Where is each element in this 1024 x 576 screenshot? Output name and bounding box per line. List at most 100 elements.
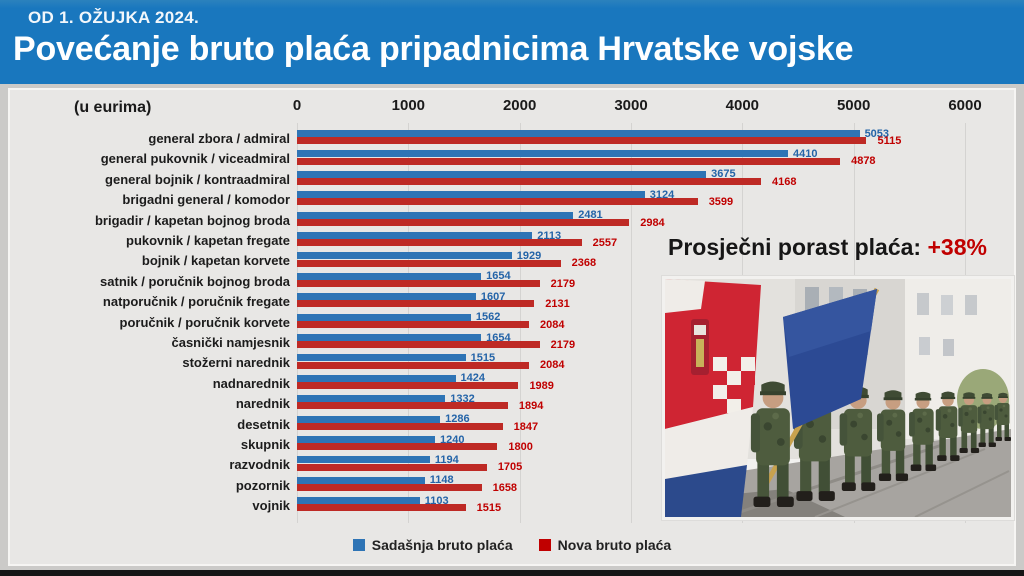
new-salary-bar: [297, 463, 487, 471]
category-label: stožerni narednik: [182, 355, 290, 371]
current-salary-value: 1148: [429, 474, 454, 487]
category-label: narednik: [235, 396, 290, 412]
current-salary-bar: [297, 497, 420, 505]
x-tick-label: 3000: [614, 97, 648, 114]
x-tick-label: 5000: [836, 97, 871, 114]
new-salary-bar: [297, 198, 698, 206]
category-label: nadnarednik: [212, 375, 290, 391]
header-date: OD 1. OŽUJKA 2024.: [28, 8, 200, 27]
legend-label-new: Nova bruto plaća: [557, 537, 672, 553]
category-label: general pukovnik / viceadmiral: [100, 151, 290, 167]
new-salary-value: 2179: [550, 277, 576, 290]
current-salary-bar: [297, 415, 441, 423]
legend-item-current: Sadašnja bruto plaća: [352, 537, 513, 553]
current-salary-value: 1194: [434, 453, 459, 466]
category-label: razvodnik: [229, 457, 290, 473]
legend: Sadašnja bruto plaća Nova bruto plaća: [8, 536, 1016, 554]
new-salary-value: 5115: [877, 135, 902, 147]
new-salary-value: 2984: [640, 216, 665, 229]
current-salary-bar: [297, 374, 456, 382]
current-salary-bar: [297, 354, 466, 362]
current-salary-value: 1103: [424, 494, 449, 507]
x-tick-label: 2000: [502, 97, 537, 114]
current-salary-value: 5053: [864, 127, 890, 140]
category-label: časnički namjesnik: [171, 335, 290, 350]
page-title: Povećanje bruto plaća pripadnicima Hrvat…: [13, 30, 854, 68]
current-salary-bar: [297, 293, 476, 301]
current-salary-bar: [297, 170, 707, 178]
current-salary-value: 2481: [578, 209, 603, 222]
category-label: brigadni general / komodor: [122, 192, 290, 208]
category-label: vojnik: [252, 498, 290, 514]
new-salary-value: 1658: [492, 481, 518, 494]
new-salary-value: 1800: [508, 441, 533, 453]
current-salary-bar: [297, 252, 512, 260]
current-salary-bar: [297, 476, 425, 484]
current-salary-bar: [297, 150, 788, 158]
new-salary-value: 4878: [851, 155, 876, 168]
new-salary-value: 1894: [518, 400, 544, 413]
category-label: pozornik: [235, 477, 290, 493]
average-increase-value: +38%: [927, 234, 987, 260]
current-salary-bar: [297, 272, 482, 280]
category-label: desetnik: [237, 416, 290, 432]
current-salary-value: 1332: [450, 392, 475, 405]
category-label: brigadir / kapetan bojnog broda: [94, 212, 290, 228]
current-salary-value: 1286: [445, 413, 470, 426]
current-salary-value: 1562: [475, 311, 501, 324]
category-label: natporučnik / poručnik fregate: [102, 294, 290, 310]
new-salary-value: 2084: [540, 318, 565, 331]
new-salary-bar: [297, 484, 482, 491]
bottom-letterbox-bar: [0, 570, 1024, 576]
new-salary-bar: [297, 300, 535, 308]
new-salary-bar: [297, 320, 530, 328]
new-salary-bar: [297, 178, 762, 185]
current-salary-bar: [297, 313, 471, 321]
category-label: poručnik / poručnik korvete: [119, 314, 291, 330]
x-tick-label: 1000: [391, 97, 426, 114]
legend-label-current: Sadašnja bruto plaća: [371, 537, 513, 553]
soldiers-photo: [662, 276, 1014, 520]
average-increase-text: Prosječni porast plaća: +38%: [668, 234, 1018, 261]
x-tick-label: 0: [292, 97, 302, 114]
new-salary-value: 1847: [513, 420, 539, 433]
category-label: general zbora / admiral: [148, 131, 290, 146]
new-salary-bar: [297, 402, 508, 410]
new-salary-bar: [297, 137, 867, 145]
current-salary-bar: [297, 130, 860, 137]
category-label: pukovnik / kapetan fregate: [126, 233, 290, 248]
category-label: satnik / poručnik bojnog broda: [100, 273, 290, 289]
current-salary-value: 1607: [480, 290, 506, 303]
new-salary-bar: [297, 382, 519, 389]
current-salary-value: 1654: [486, 331, 511, 344]
new-salary-value: 2131: [545, 298, 570, 311]
current-salary-bar: [297, 456, 430, 464]
x-tick-label: 6000: [948, 97, 982, 114]
new-salary-bar: [297, 157, 841, 165]
current-salary-value: 3675: [711, 168, 736, 181]
new-salary-value: 4168: [772, 175, 797, 188]
new-salary-bar: [297, 259, 561, 267]
category-label: general bojnik / kontraadmiral: [105, 171, 290, 187]
current-salary-bar: [297, 395, 446, 403]
category-label: skupnik: [240, 437, 290, 452]
new-salary-value: 1705: [497, 461, 523, 474]
current-salary-value: 1240: [440, 433, 465, 446]
gridline: [631, 123, 632, 523]
new-salary-value: 1989: [529, 379, 554, 392]
new-salary-value: 2179: [550, 339, 576, 351]
new-salary-bar: [297, 361, 530, 369]
legend-swatch-new-icon: [538, 539, 551, 551]
new-salary-bar: [297, 443, 498, 451]
new-salary-value: 2084: [540, 359, 565, 372]
new-salary-value: 3599: [708, 196, 734, 209]
current-salary-bar: [297, 211, 574, 219]
current-salary-bar: [297, 436, 436, 443]
new-salary-bar: [297, 218, 630, 226]
legend-item-new: Nova bruto plaća: [538, 537, 672, 553]
new-salary-bar: [297, 280, 540, 287]
new-salary-value: 1515: [476, 502, 502, 515]
new-salary-bar: [297, 239, 582, 247]
current-salary-bar: [297, 191, 645, 199]
